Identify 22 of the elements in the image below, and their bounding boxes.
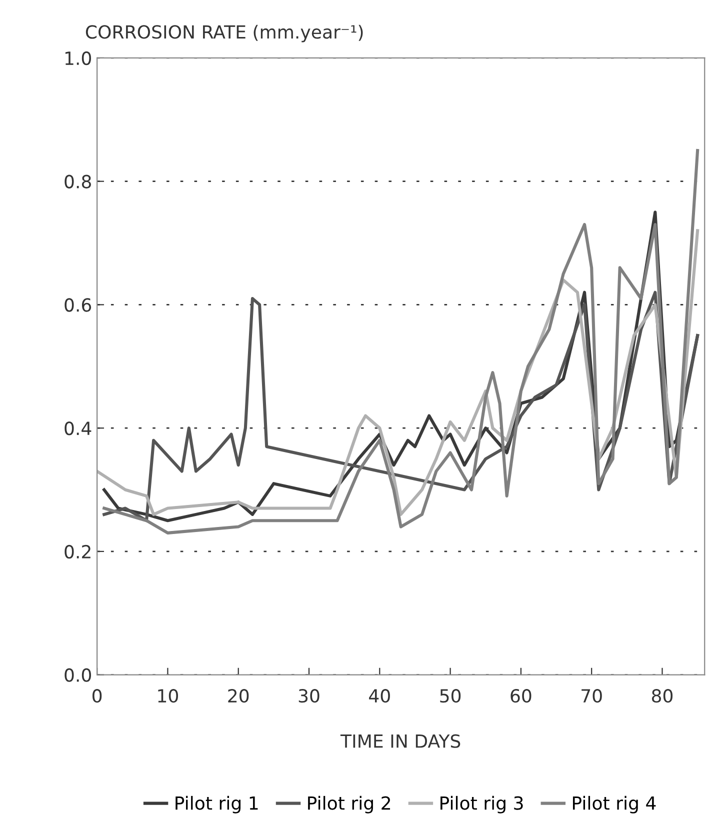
legend-label: Pilot rig 4 [572, 796, 656, 814]
x-tick-label: 0 [92, 689, 102, 703]
y-tick-label: 0.4 [64, 422, 92, 436]
y-tick-label: 0.8 [64, 174, 91, 188]
x-tick-label: 50 [440, 689, 461, 703]
x-tick-label: 60 [510, 689, 532, 703]
y-tick-label: 0.0 [64, 668, 92, 682]
x-tick-label: 70 [582, 689, 602, 703]
x-tick-label: 40 [369, 689, 390, 703]
legend-label: Pilot rig 1 [176, 796, 258, 814]
x-tick-label: 10 [158, 689, 178, 703]
y-tick-label: 0.2 [64, 544, 90, 559]
legend-label: Pilot rig 3 [440, 796, 523, 814]
x-axis-title: TIME IN DAYS [340, 734, 460, 748]
line-series [102, 148, 700, 534]
legend-label: Pilot rig 2 [308, 796, 390, 814]
y-tick-label: 1.0 [65, 51, 92, 66]
chart-title: CORROSION RATE (mm.year⁻¹) [86, 24, 363, 42]
x-tick-label: 80 [652, 689, 673, 703]
x-tick-label: 20 [228, 689, 249, 703]
y-tick-label: 0.6 [64, 298, 92, 312]
x-tick-label: 30 [298, 689, 320, 703]
